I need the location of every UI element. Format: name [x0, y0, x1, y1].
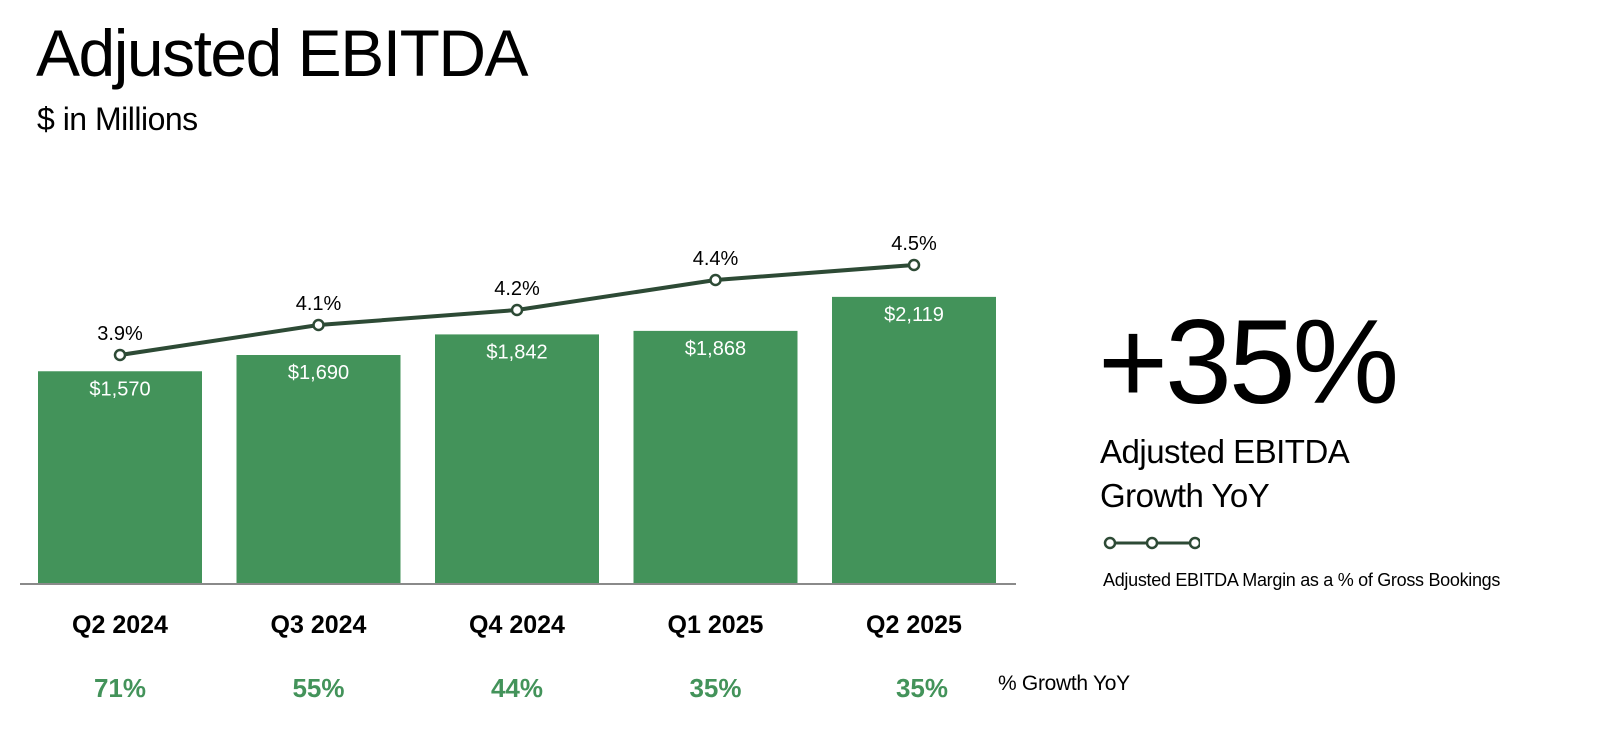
margin-point-2	[312, 318, 325, 332]
growth-highlight-label-line2: Growth YoY	[1100, 477, 1270, 514]
bar-4	[633, 330, 798, 584]
growth-value-2: 55%	[292, 673, 344, 703]
bar-value-label-1: $1,570	[89, 378, 150, 400]
bar-3	[435, 334, 599, 584]
bar-value-label-3: $1,842	[486, 341, 547, 363]
margin-point-1	[113, 348, 127, 362]
growth-value-5: 35%	[896, 673, 948, 703]
margin-label-4: 4.4%	[693, 248, 739, 270]
margin-point-3	[510, 303, 524, 317]
margin-label-2: 4.1%	[296, 293, 342, 315]
page-subtitle: $ in Millions	[37, 101, 198, 137]
margin-point-4	[709, 273, 722, 287]
page-title: Adjusted EBITDA	[36, 16, 529, 90]
margin-label-5: 4.5%	[891, 233, 937, 255]
growth-value-3: 44%	[491, 673, 543, 703]
growth-yoy-label: % Growth YoY	[998, 672, 1130, 695]
x-tick-label-4: Q1 2025	[668, 611, 764, 639]
legend-label: Adjusted EBITDA Margin as a % of Gross B…	[1103, 570, 1501, 590]
margin-label-1: 3.9%	[97, 323, 143, 345]
bar-1	[38, 371, 202, 584]
growth-highlight-label: Adjusted EBITDA Growth YoY	[1100, 430, 1350, 518]
growth-value-4: 35%	[689, 673, 741, 703]
margin-point-5	[907, 258, 921, 272]
growth-value-1: 71%	[94, 673, 146, 703]
growth-highlight-value: +35%	[1098, 295, 1399, 429]
bar-value-label-4: $1,868	[685, 338, 746, 360]
margin-label-3: 4.2%	[494, 278, 540, 300]
bar-value-label-5: $2,119	[884, 304, 944, 326]
x-tick-label-5: Q2 2025	[866, 611, 962, 639]
bar-2	[236, 355, 401, 584]
growth-highlight-label-line1: Adjusted EBITDA	[1100, 433, 1350, 470]
x-tick-label-3: Q4 2024	[469, 611, 565, 639]
ebitda-chart: $1,570 Q2 2024 71% $1,690 Q3 2024 55% $1,842 Q4…	[20, 233, 1016, 703]
bar-value-label-2: $1,690	[288, 362, 349, 384]
x-tick-label-1: Q2 2024	[72, 611, 168, 639]
line-marker-icon	[1103, 536, 1200, 550]
x-tick-label-2: Q3 2024	[271, 611, 367, 639]
bar-5	[832, 296, 996, 584]
